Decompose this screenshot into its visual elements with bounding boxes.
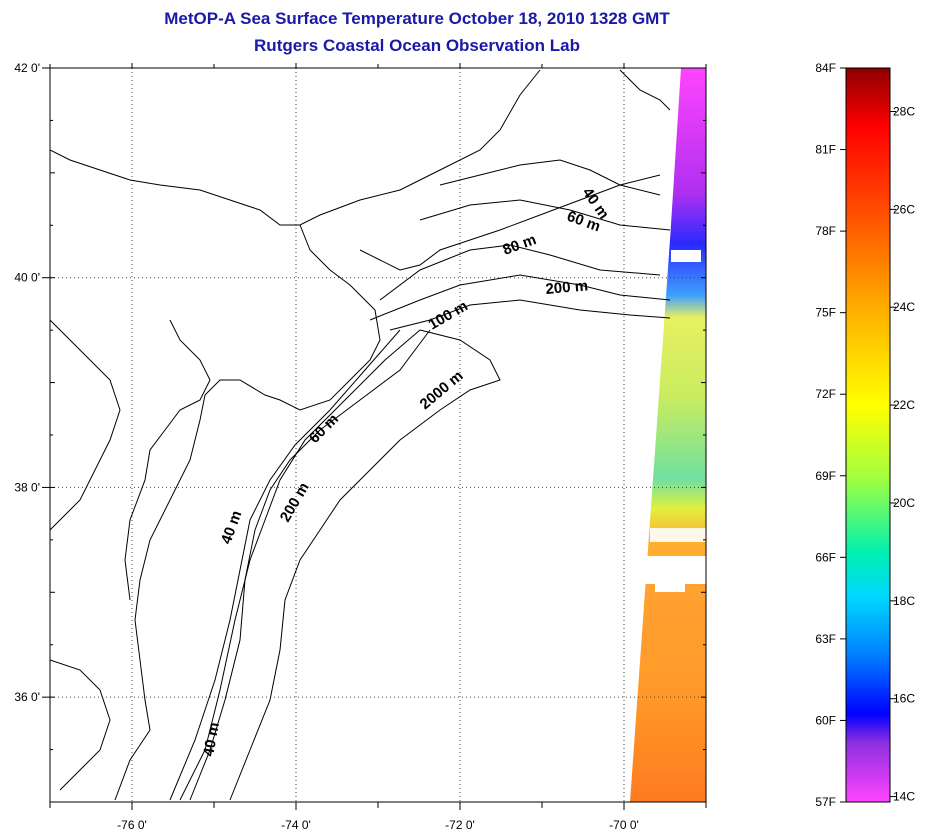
colorbar-f-label: 78F — [815, 224, 836, 238]
colorbar-c-label: 16C — [893, 692, 915, 706]
map-grid — [50, 67, 706, 802]
lat-tick-label: 42 0' — [14, 61, 40, 75]
lon-tick-label: -74 0' — [281, 818, 311, 832]
map-frame — [49, 67, 707, 803]
lon-tick-label: -76 0' — [117, 818, 147, 832]
lat-tick-label: 36 0' — [14, 690, 40, 704]
colorbar-f-label: 84F — [815, 61, 836, 75]
latitude-labels: 42 0' 40 0' 38 0' 36 0' — [14, 61, 40, 704]
isobaths — [169, 159, 671, 801]
colorbar-fahrenheit-labels: 84F 81F 78F 75F 72F 69F 66F 63F 60F 57F — [815, 61, 846, 809]
colorbar-f-label: 66F — [815, 550, 836, 564]
colorbar-c-label: 20C — [893, 496, 915, 510]
colorbar-c-label: 24C — [893, 300, 915, 314]
contour-label: 60 m — [306, 411, 342, 447]
contour-label: 80 m — [501, 231, 539, 259]
contour-label: 200 m — [545, 277, 589, 298]
colorbar-c-label: 28C — [893, 104, 915, 118]
colorbar-c-label: 18C — [893, 594, 915, 608]
colorbar-celsius-labels: 28C 26C 24C 22C 20C 18C 16C 14C — [890, 104, 915, 804]
colorbar-c-label: 14C — [893, 790, 915, 804]
colorbar-c-label: 26C — [893, 202, 915, 216]
lon-tick-label: -72 0' — [445, 818, 475, 832]
colorbar-c-label: 22C — [893, 398, 915, 412]
colorbar-f-label: 69F — [815, 469, 836, 483]
contour-label: 40 m — [218, 508, 246, 546]
lat-tick-label: 38 0' — [14, 480, 40, 494]
contour-label: 2000 m — [417, 367, 467, 413]
longitude-labels: -76 0' -74 0' -72 0' -70 0' — [117, 818, 639, 832]
map-subtitle: Rutgers Coastal Ocean Observation Lab — [254, 36, 580, 55]
contour-labels: 40 m 60 m 80 m 200 m 100 m 2000 m 60 m 4… — [200, 185, 612, 758]
lon-tick-label: -70 0' — [609, 818, 639, 832]
map-title: MetOP-A Sea Surface Temperature October … — [164, 9, 670, 28]
contour-label: 40 m — [200, 721, 223, 758]
satellite-swath — [630, 68, 706, 802]
colorbar — [845, 67, 891, 803]
contour-label: 100 m — [426, 297, 471, 333]
coastline — [50, 69, 671, 801]
contour-label: 200 m — [277, 480, 313, 525]
axis-ticks — [42, 63, 707, 810]
colorbar-f-label: 75F — [815, 306, 836, 320]
colorbar-f-label: 60F — [815, 713, 836, 727]
colorbar-f-label: 81F — [815, 143, 836, 157]
colorbar-f-label: 72F — [815, 387, 836, 401]
colorbar-f-label: 57F — [815, 795, 836, 809]
lat-tick-label: 40 0' — [14, 271, 40, 285]
colorbar-f-label: 63F — [815, 632, 836, 646]
